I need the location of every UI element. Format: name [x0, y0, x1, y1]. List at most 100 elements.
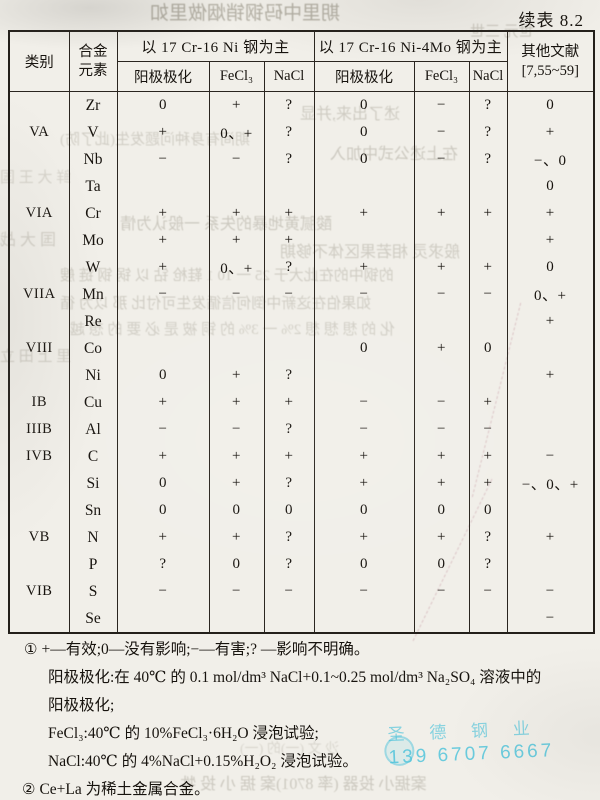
element-symbol-cell: Cr	[68, 200, 118, 227]
element-symbol-cell: Mn	[68, 281, 118, 308]
header-other-literature: 其他文献 [7,55~59]	[506, 30, 595, 92]
effect-value-cell: +	[313, 200, 415, 227]
effect-value-cell: −	[208, 578, 265, 605]
footnote-2-marker: ②	[22, 782, 36, 798]
table-continuation-caption: 续表 8.2	[518, 11, 584, 30]
effect-value-cell: 0	[208, 551, 265, 578]
footnotes: ① +—有效;0—没有影响;−—有害;? —影响不明确。 阳极极化:在 40℃ 的…	[0, 636, 600, 800]
effect-value-cell	[263, 335, 315, 362]
footnote-1-text: +—有效;0—没有影响;−—有害;? —影响不明确。	[41, 641, 370, 658]
effect-value-cell: −	[208, 146, 265, 173]
effect-value-cell: +	[313, 470, 415, 497]
effect-value-cell: −、0、+	[506, 470, 595, 497]
table-row: VIII Co 0 +0	[8, 335, 595, 362]
category-cell	[8, 362, 70, 389]
effect-value-cell: 0、+	[506, 281, 595, 308]
header-other-literature-line2: [7,55~59]	[521, 62, 579, 79]
effect-value-cell: 0	[208, 497, 265, 524]
effect-value-cell: +	[468, 254, 508, 281]
effect-value-cell: +	[468, 443, 508, 470]
element-symbol-cell: Nb	[68, 146, 118, 173]
effect-value-cell	[468, 605, 508, 633]
table-row: IVB C + + + + + + −	[8, 443, 595, 470]
element-symbol-cell: Sn	[68, 497, 118, 524]
footnote-2-text: Ce+La 为稀土金属合金。	[39, 781, 210, 798]
effect-value-cell: −	[506, 578, 595, 605]
header-fecl3-1: FeCl₃	[208, 61, 265, 92]
category-cell	[8, 497, 70, 524]
effect-value-cell: +	[208, 91, 265, 119]
effect-value-cell: +	[208, 470, 265, 497]
effect-value-cell: −	[413, 578, 470, 605]
table-row: Mo + + + +	[8, 227, 595, 254]
header-fecl3-2: FeCl₃	[413, 61, 470, 92]
effect-value-cell: 0	[313, 119, 415, 146]
effect-value-cell: ?	[116, 551, 210, 578]
effect-value-cell: +	[413, 335, 470, 362]
effect-value-cell	[263, 173, 315, 200]
effect-value-cell: +	[116, 443, 210, 470]
element-symbol-cell: Mo	[68, 227, 118, 254]
element-symbol-cell: Si	[68, 470, 118, 497]
effect-value-cell	[468, 173, 508, 200]
effect-value-cell: 0、+	[208, 119, 265, 146]
footnote-1-marker: ①	[24, 642, 38, 658]
category-cell	[8, 470, 70, 497]
effect-value-cell: −	[468, 416, 508, 443]
effect-value-cell	[506, 335, 595, 362]
effect-value-cell: −	[263, 578, 315, 605]
effect-value-cell	[468, 227, 508, 254]
table-row: W +0、+? + + +0	[8, 254, 595, 281]
effect-value-cell: −	[116, 416, 210, 443]
footnote-anodic-line1: 阳极极化:在 40℃ 的 0.1 mol/dm³ NaCl+0.1~0.25 m…	[48, 669, 542, 686]
effect-value-cell: +	[116, 254, 210, 281]
header-anodic-polarization-1: 阳极极化	[116, 61, 210, 92]
element-symbol-cell: Se	[68, 605, 118, 633]
effect-value-cell	[313, 173, 415, 200]
effect-value-cell: −	[116, 146, 210, 173]
header-alloy-element-line1: 合金	[78, 44, 108, 61]
element-symbol-cell: V	[68, 119, 118, 146]
footnote-anodic-line2: 阳极极化;	[48, 697, 115, 714]
table-header: 类别 合金 元素 以 17 Cr-16 Ni 钢为主 以 17 Cr-16 Ni…	[8, 30, 595, 92]
table-row: IB Cu + + + − − +	[8, 389, 595, 416]
effect-value-cell: −	[506, 443, 595, 470]
effect-value-cell: −	[116, 578, 210, 605]
effect-value-cell: 0	[116, 497, 210, 524]
effect-value-cell: +	[413, 443, 470, 470]
effect-value-cell: ?	[263, 524, 315, 551]
category-cell: IVB	[8, 443, 70, 470]
effect-value-cell: +	[468, 389, 508, 416]
element-symbol-cell: Al	[68, 416, 118, 443]
effect-value-cell: 0	[413, 551, 470, 578]
table-row: Zr 0 +? 0−? 0	[8, 91, 595, 119]
element-symbol-cell: C	[68, 443, 118, 470]
effect-value-cell: +	[263, 227, 315, 254]
table-row: Si 0 +? + + + −、0、+	[8, 470, 595, 497]
effect-value-cell: +	[506, 119, 595, 146]
effect-value-cell	[313, 605, 415, 633]
element-symbol-cell: Ta	[68, 173, 118, 200]
category-cell: VA	[8, 119, 70, 146]
effect-value-cell: +	[263, 389, 315, 416]
category-cell	[8, 308, 70, 335]
effect-value-cell: ?	[468, 524, 508, 551]
effect-value-cell: −	[413, 389, 470, 416]
effect-value-cell: +	[208, 362, 265, 389]
category-cell: IIIB	[8, 416, 70, 443]
table-row: P? 0? 0 0?	[8, 551, 595, 578]
effect-value-cell: +	[208, 443, 265, 470]
table-row: VIB S − − − − − − −	[8, 578, 595, 605]
effect-value-cell: −	[313, 416, 415, 443]
effect-value-cell: 0	[116, 470, 210, 497]
effect-value-cell: 0	[313, 335, 415, 362]
effect-value-cell: −	[208, 416, 265, 443]
category-cell	[8, 227, 70, 254]
table-row: Sn 0 0 0 0 0 0	[8, 497, 595, 524]
category-cell	[8, 254, 70, 281]
category-cell: VIA	[8, 200, 70, 227]
effect-value-cell: −	[506, 605, 595, 633]
effect-value-cell: +	[116, 119, 210, 146]
effect-value-cell: ?	[263, 146, 315, 173]
effect-value-cell: 0	[313, 497, 415, 524]
